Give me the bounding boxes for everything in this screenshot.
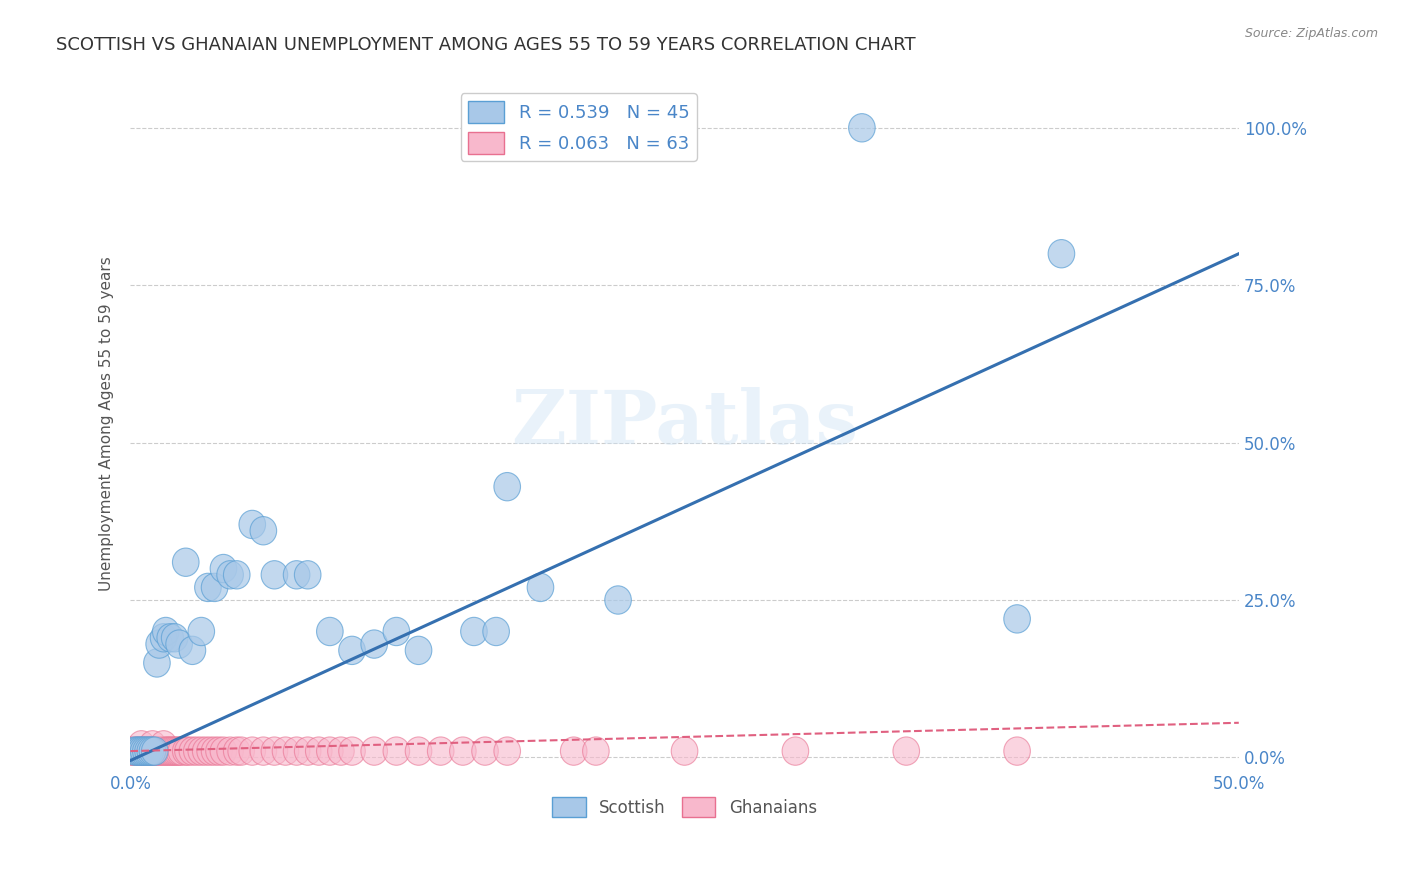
Text: ZIPatlas: ZIPatlas: [510, 387, 858, 460]
Y-axis label: Unemployment Among Ages 55 to 59 years: Unemployment Among Ages 55 to 59 years: [100, 256, 114, 591]
Legend: Scottish, Ghanaians: Scottish, Ghanaians: [546, 790, 824, 824]
Text: SCOTTISH VS GHANAIAN UNEMPLOYMENT AMONG AGES 55 TO 59 YEARS CORRELATION CHART: SCOTTISH VS GHANAIAN UNEMPLOYMENT AMONG …: [56, 36, 915, 54]
Text: Source: ZipAtlas.com: Source: ZipAtlas.com: [1244, 27, 1378, 40]
